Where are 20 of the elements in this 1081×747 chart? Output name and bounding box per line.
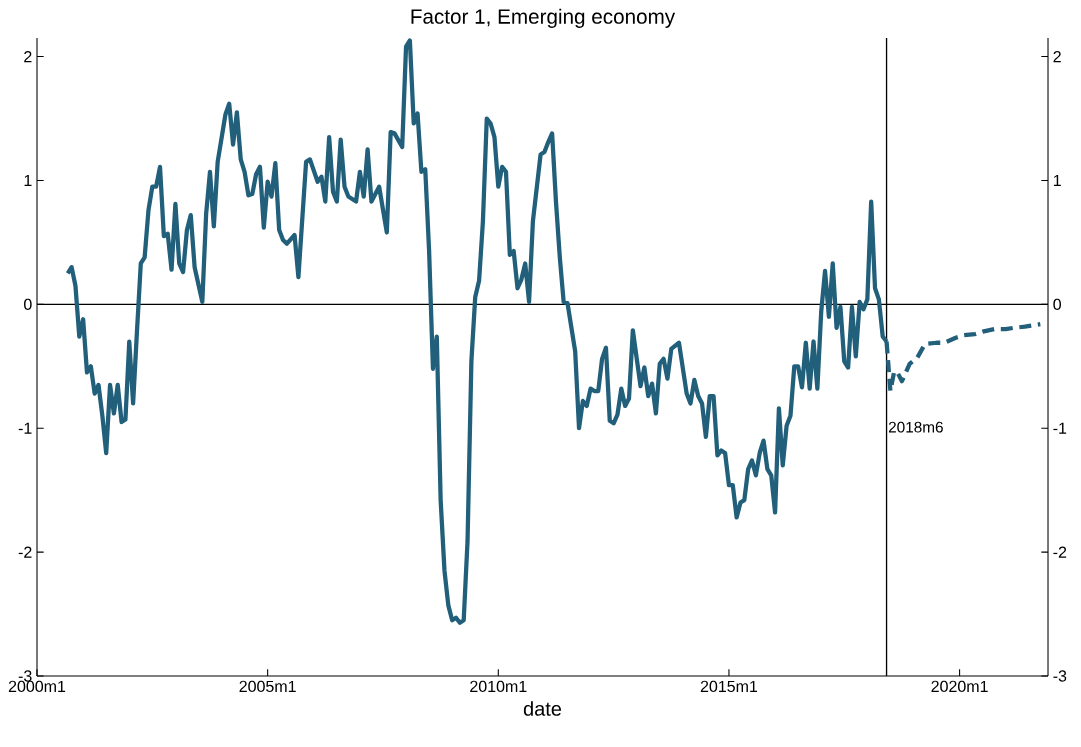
x-axis-title: date bbox=[523, 701, 562, 716]
x-tick-label: 2015m1 bbox=[700, 680, 758, 693]
y2-tick-label: -2 bbox=[1053, 546, 1067, 558]
y-tick-label: -1 bbox=[18, 422, 32, 434]
x-tick-label: 2020m1 bbox=[931, 680, 988, 693]
x-tick-label: 2010m1 bbox=[470, 680, 527, 693]
y2-tick-label: 1 bbox=[1053, 174, 1061, 186]
y-tick-label: 0 bbox=[24, 298, 32, 310]
y-tick-label: 1 bbox=[24, 174, 32, 186]
x-tick-label: 2000m1 bbox=[8, 680, 66, 693]
y2-tick-label: -3 bbox=[1053, 670, 1067, 682]
y2-tick-label: 0 bbox=[1053, 298, 1061, 310]
x-tick-label: 2005m1 bbox=[239, 680, 296, 693]
y2-tick-label: 2 bbox=[1053, 51, 1061, 63]
ref-line-label: 2018m6 bbox=[888, 421, 943, 433]
y-tick-label: 2 bbox=[24, 51, 32, 63]
chart-title: Factor 1, Emerging economy bbox=[411, 8, 676, 28]
y2-tick-label: -1 bbox=[1053, 422, 1067, 434]
y-tick-label: -2 bbox=[18, 546, 32, 558]
y-tick-label: -3 bbox=[18, 670, 32, 682]
